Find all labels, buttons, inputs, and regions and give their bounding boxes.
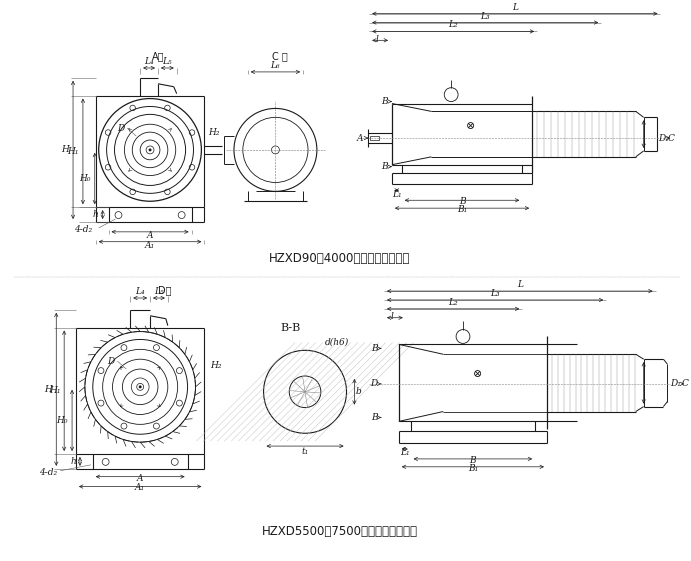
Text: H₂: H₂	[211, 361, 222, 370]
Text: D: D	[117, 123, 124, 133]
Text: d(h6): d(h6)	[325, 338, 349, 347]
Text: L₅: L₅	[162, 57, 172, 66]
Text: A: A	[146, 231, 153, 240]
Text: L₁: L₁	[400, 448, 410, 457]
Text: A: A	[137, 473, 144, 482]
Text: B: B	[459, 197, 465, 206]
Text: A₁: A₁	[145, 241, 155, 250]
Text: B-B: B-B	[280, 323, 301, 333]
Text: h: h	[70, 457, 76, 466]
Text: L₄: L₄	[144, 57, 154, 66]
Text: A: A	[357, 134, 363, 142]
Text: B: B	[470, 456, 476, 465]
Text: L₄: L₄	[135, 287, 145, 296]
Text: L: L	[512, 3, 518, 12]
Text: L₂: L₂	[448, 298, 458, 307]
Text: A₁: A₁	[135, 484, 145, 493]
Text: H₁: H₁	[68, 147, 79, 156]
Text: H₁: H₁	[48, 387, 60, 396]
Text: HZXD5500～7500电机直联式变速器: HZXD5500～7500电机直联式变速器	[262, 526, 417, 539]
Circle shape	[290, 376, 321, 408]
Text: L₆: L₆	[271, 61, 281, 70]
Text: D₁: D₁	[670, 379, 681, 388]
Circle shape	[149, 149, 151, 151]
Circle shape	[139, 385, 142, 388]
Text: B: B	[371, 413, 377, 422]
Text: B₁: B₁	[468, 464, 478, 473]
Text: ⊗: ⊗	[473, 369, 482, 379]
Text: L₁: L₁	[392, 190, 401, 199]
Text: H₂: H₂	[209, 128, 220, 137]
Text: H₀: H₀	[57, 416, 68, 425]
Text: B₁: B₁	[457, 205, 467, 214]
Text: D: D	[107, 357, 114, 366]
Text: L₂: L₂	[448, 20, 458, 30]
Text: D₁: D₁	[658, 134, 669, 142]
Text: b: b	[355, 387, 361, 396]
Text: C: C	[682, 379, 688, 388]
Text: L₃: L₃	[480, 12, 490, 21]
Text: B: B	[381, 162, 388, 171]
Text: H: H	[44, 385, 53, 394]
Text: C 向: C 向	[272, 51, 288, 61]
Text: t₁: t₁	[301, 447, 309, 456]
Text: D向: D向	[158, 285, 171, 295]
Text: 4-d₂: 4-d₂	[39, 468, 57, 477]
Text: A向: A向	[152, 51, 164, 61]
Text: L₅: L₅	[154, 287, 164, 296]
Text: 4-d₂: 4-d₂	[74, 226, 92, 234]
Text: H: H	[61, 145, 69, 154]
Text: H₀: H₀	[79, 174, 91, 183]
Text: L: L	[517, 280, 523, 289]
Text: L₃: L₃	[491, 289, 500, 298]
Text: D: D	[370, 379, 378, 388]
Text: C: C	[668, 134, 674, 142]
Text: B: B	[381, 97, 388, 106]
Text: ⊗: ⊗	[466, 121, 475, 131]
Text: l: l	[376, 35, 379, 44]
Text: l: l	[390, 312, 393, 321]
Text: B: B	[371, 344, 377, 353]
Bar	[370, 136, 379, 140]
Text: HZXD90～4000电机直联式变速器: HZXD90～4000电机直联式变速器	[269, 252, 410, 265]
Text: h: h	[93, 210, 99, 219]
